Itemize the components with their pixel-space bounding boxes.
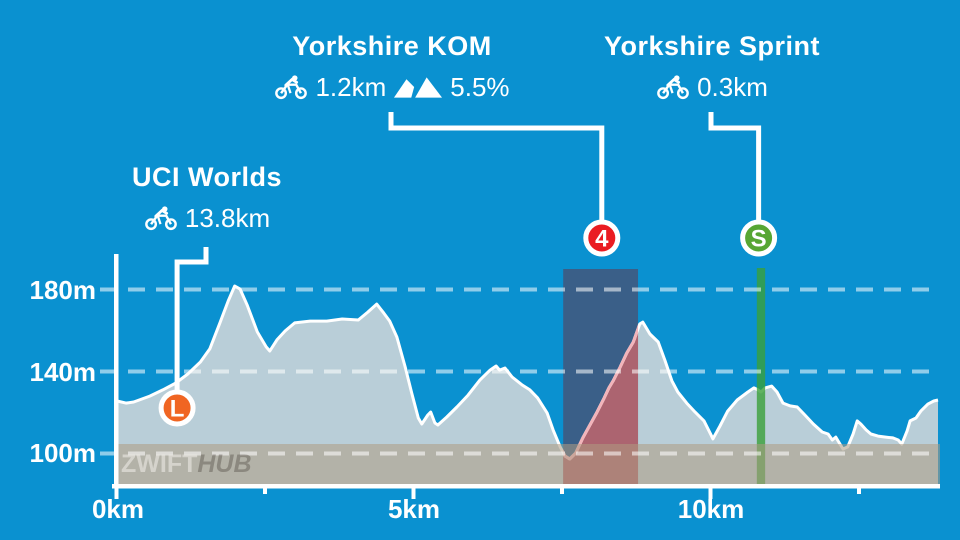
- y-tick-180m: 180m: [29, 275, 97, 305]
- bottom-band: [114, 444, 940, 486]
- kom-grade: 5.5%: [450, 72, 510, 102]
- kom-header: Yorkshire KOM 1.2km 5.5%: [237, 31, 547, 101]
- x-minor-tick: [857, 488, 861, 494]
- route-title: UCI Worlds: [131, 162, 282, 192]
- sprint-connector: [708, 112, 762, 220]
- bike-icon: [656, 74, 690, 100]
- mountain-icon: [393, 75, 443, 99]
- y-tick-100m: 100m: [29, 438, 97, 468]
- watermark-hub: HUB: [197, 450, 252, 478]
- kom-marker-label: 4: [595, 226, 609, 253]
- kom-distance: 1.2km: [315, 72, 387, 102]
- sprint-marker[interactable]: S: [740, 219, 778, 257]
- watermark-zwift: ZWIFT: [121, 450, 198, 478]
- kom-subtitle: 1.2km 5.5%: [237, 73, 547, 101]
- y-axis: [114, 254, 119, 488]
- lap-marker-label: L: [170, 396, 185, 423]
- x-tick-0km: 0km: [91, 494, 145, 524]
- kom-marker[interactable]: 4: [583, 219, 621, 257]
- lap-marker-circle: [158, 389, 196, 427]
- lap-marker[interactable]: L: [158, 389, 196, 427]
- kom-connector: [388, 112, 605, 220]
- x-tick-5km: 5km: [387, 494, 441, 524]
- route-distance: 13.8km: [184, 203, 271, 233]
- x-minor-tick: [560, 488, 564, 494]
- x-minor-tick: [263, 488, 267, 494]
- kom-title: Yorkshire KOM: [292, 31, 492, 61]
- x-axis: [112, 484, 940, 489]
- x-major-tick: [411, 488, 416, 499]
- sprint-subtitle: 0.3km: [557, 73, 867, 101]
- route-header: UCI Worlds 13.8km: [77, 162, 337, 232]
- kom-marker-circle: [583, 219, 621, 257]
- x-tick-10km: 10km: [677, 494, 745, 524]
- x-major-tick: [114, 488, 119, 499]
- sprint-marker-label: S: [751, 226, 767, 253]
- elevation-area: [117, 286, 939, 486]
- route-connector: [174, 247, 209, 390]
- y-tick-140m: 140m: [29, 357, 97, 387]
- x-major-tick: [708, 488, 713, 499]
- zwifthub-watermark: ZWIFTHUB: [121, 451, 252, 478]
- bike-icon: [274, 74, 308, 100]
- route-subtitle: 13.8km: [77, 204, 337, 232]
- sprint-title: Yorkshire Sprint: [603, 31, 821, 61]
- bike-icon: [144, 205, 178, 231]
- sprint-marker-circle: [740, 219, 778, 257]
- sprint-band: [756, 268, 766, 486]
- sprint-header: Yorkshire Sprint 0.3km: [557, 31, 867, 101]
- kom-elevation-line: [563, 324, 639, 461]
- sprint-distance: 0.3km: [697, 72, 768, 102]
